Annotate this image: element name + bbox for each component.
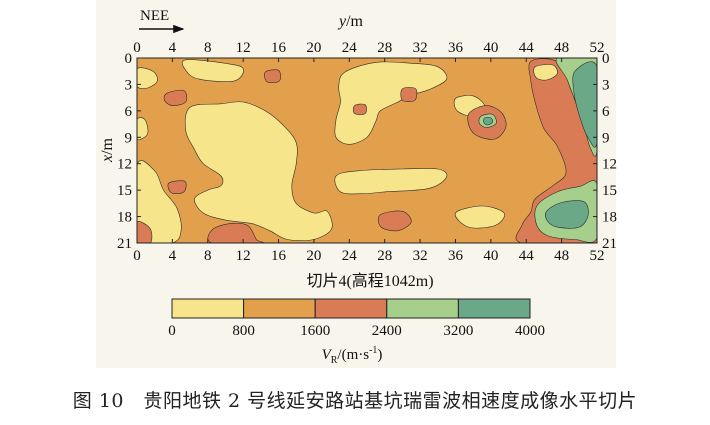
velocity-region <box>264 69 281 83</box>
y-tick-label-right: 18 <box>602 210 617 226</box>
x-tick-label-top: 28 <box>377 40 392 56</box>
x-tick-label-top: 32 <box>413 40 428 56</box>
y-tick-label-right: 0 <box>602 51 610 67</box>
y-tick-label-right: 12 <box>602 157 617 173</box>
colorbar-tick-label: 2400 <box>372 323 402 339</box>
x-tick-label-bottom: 36 <box>448 248 464 264</box>
x-tick-label-bottom: 44 <box>519 248 535 264</box>
y-tick-label-left: 9 <box>125 130 133 146</box>
velocity-region <box>163 89 188 106</box>
colorbar-tick-label: 4000 <box>515 323 545 339</box>
velocity-region <box>167 180 187 194</box>
velocity-region <box>400 87 418 103</box>
velocity-region <box>572 61 597 148</box>
x-tick-label-top: 0 <box>133 40 141 56</box>
slice-label: 切片4(高程1042m) <box>306 272 433 290</box>
plot-frame <box>136 57 598 244</box>
velocity-region <box>334 168 448 195</box>
velocity-region <box>137 221 153 243</box>
x-tick-label-top: 20 <box>306 40 321 56</box>
x-tick-label-top: 12 <box>236 40 251 56</box>
velocity-region <box>137 67 158 89</box>
y-tick-label-left: 18 <box>117 210 132 226</box>
y-tick-label-left: 3 <box>125 77 133 93</box>
y-tick-label-left: 21 <box>117 236 132 252</box>
velocity-slice-chart: NEE y/m x/m 0044881212161620202424282832… <box>99 8 617 366</box>
x-tick-label-top: 24 <box>342 40 358 56</box>
colorbar-bin <box>314 298 388 319</box>
x-tick-label-top: 52 <box>590 40 605 56</box>
colorbar-bin <box>457 298 531 319</box>
y-tick-label-left: 6 <box>125 104 133 120</box>
y-tick-label-left: 15 <box>117 183 132 199</box>
velocity-region <box>334 61 448 145</box>
y-tick-label-right: 15 <box>602 183 617 199</box>
x-tick-label-bottom: 0 <box>133 248 141 264</box>
x-tick-label-bottom: 24 <box>342 248 358 264</box>
y-tick-label-right: 3 <box>602 77 610 93</box>
x-tick-label-top: 8 <box>204 40 212 56</box>
x-tick-label-top: 40 <box>483 40 498 56</box>
x-tick-label-bottom: 28 <box>377 248 392 264</box>
velocity-region <box>377 210 412 232</box>
x-tick-label-bottom: 32 <box>413 248 428 264</box>
colorbar-label: VR/(m·s-1) <box>322 345 383 366</box>
velocity-region <box>181 59 244 82</box>
colorbar-bin <box>243 298 316 319</box>
colorbar-tick-label: 3200 <box>443 323 473 339</box>
x-tick-label-bottom: 4 <box>169 248 177 264</box>
x-tick-label-top: 4 <box>169 40 177 56</box>
x-tick-label-top: 44 <box>519 40 535 56</box>
y-tick-label-right: 9 <box>602 130 610 146</box>
x-tick-label-bottom: 20 <box>306 248 321 264</box>
x-tick-label-bottom: 12 <box>236 248 251 264</box>
velocity-region <box>137 117 149 140</box>
colorbar-tick-label: 800 <box>232 323 255 339</box>
x-tick-label-bottom: 40 <box>483 248 498 264</box>
y-tick-label-right: 6 <box>602 104 610 120</box>
y-axis-label: x/m <box>99 137 116 163</box>
velocity-region <box>533 64 558 81</box>
velocity-region <box>483 117 494 126</box>
figure-caption: 图 10 贵阳地铁 2 号线延安路站基坑瑞雷波相速度成像水平切片 <box>72 390 638 412</box>
direction-label: NEE <box>140 8 169 24</box>
y-tick-label-right: 21 <box>602 236 617 252</box>
colorbar-tick-label: 1600 <box>300 323 330 339</box>
velocity-region <box>137 160 182 243</box>
x-tick-label-bottom: 48 <box>554 248 569 264</box>
x-tick-label-top: 16 <box>271 40 287 56</box>
x-axis-label: y/m <box>337 13 364 30</box>
velocity-region <box>352 103 367 115</box>
velocity-region <box>545 200 589 229</box>
colorbar-tick-label: 0 <box>168 323 176 339</box>
x-tick-label-top: 48 <box>554 40 569 56</box>
velocity-region <box>184 101 333 241</box>
x-tick-label-bottom: 16 <box>271 248 287 264</box>
plot-area <box>136 57 598 244</box>
y-tick-label-left: 12 <box>117 157 132 173</box>
colorbar-bin <box>171 298 245 319</box>
velocity-region <box>207 222 264 243</box>
x-tick-label-bottom: 8 <box>204 248 212 264</box>
y-tick-label-left: 0 <box>125 51 133 67</box>
x-tick-label-top: 36 <box>448 40 464 56</box>
colorbar-bin <box>386 298 459 319</box>
x-tick-label-bottom: 52 <box>590 248 605 264</box>
colorbar: 0 800 1600 2400 3200 4000 <box>168 298 545 339</box>
velocity-region <box>454 205 505 229</box>
